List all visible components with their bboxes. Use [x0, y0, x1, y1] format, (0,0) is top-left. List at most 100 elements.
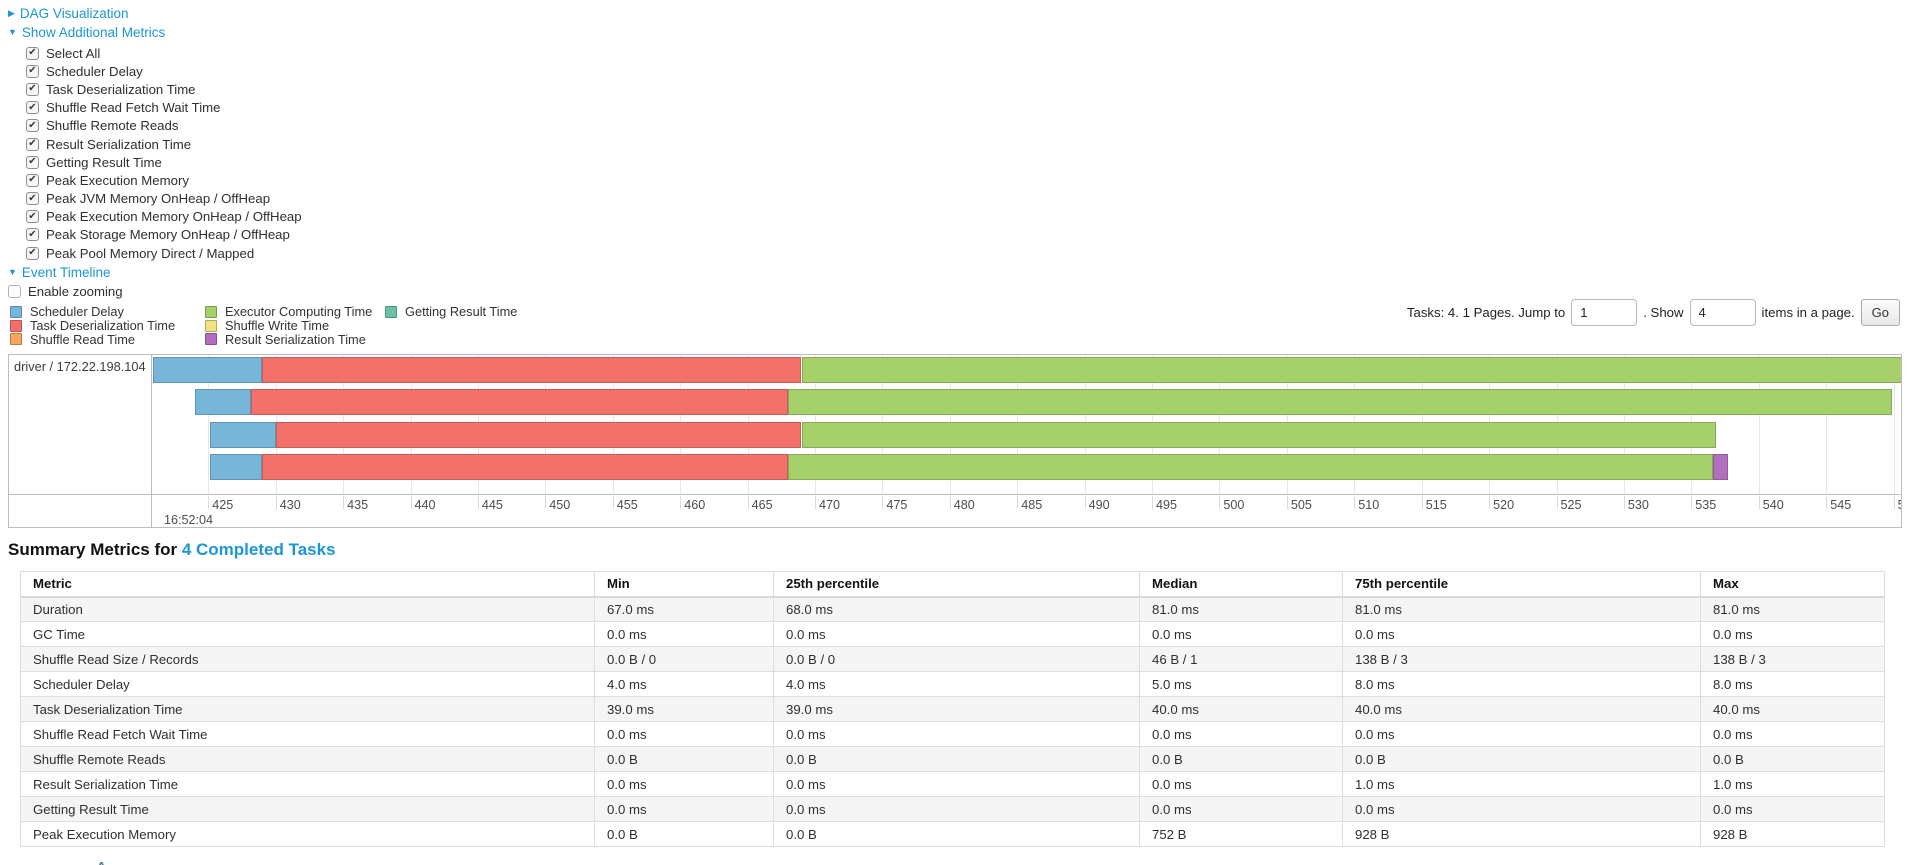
legend-label: Getting Result Time: [405, 304, 518, 320]
timeline-segment-executor_computing[interactable]: [788, 454, 1713, 480]
checkbox-checked-icon[interactable]: ✔: [26, 101, 39, 115]
metric-value-cell: 1.0 ms: [1342, 771, 1701, 797]
metric-value-cell: 0.0 ms: [1342, 621, 1701, 647]
metric-value-cell: 0.0 ms: [594, 796, 774, 822]
checkbox-checked-icon[interactable]: ✔: [26, 119, 39, 133]
legend-item-result_serialization: Result Serialization Time: [205, 332, 385, 347]
timeline-segment-scheduler_delay[interactable]: [209, 422, 276, 448]
metric-value-cell: 0.0 B / 0: [594, 646, 774, 672]
timeline-segment-executor_computing[interactable]: [801, 357, 1901, 383]
show-additional-metrics-toggle[interactable]: ▼ Show Additional Metrics: [8, 23, 302, 42]
metric-checkbox-result-serialization-time[interactable]: ✔ Result Serialization Time: [26, 135, 302, 153]
metric-checkbox-select-all[interactable]: ✔ Select All: [26, 44, 302, 62]
timeline-segment-task_deserialization[interactable]: [275, 422, 802, 448]
axis-tick: [477, 496, 479, 509]
metric-value-cell: 46 B / 1: [1139, 646, 1343, 672]
timeline-segment-task_deserialization[interactable]: [262, 454, 788, 480]
checkbox-checked-icon[interactable]: ✔: [26, 228, 39, 242]
metric-value-cell: 0.0 ms: [1700, 721, 1885, 747]
stage-controls-section: ▶ DAG Visualization ▼ Show Additional Me…: [8, 4, 302, 301]
metric-checkbox-getting-result-time[interactable]: ✔ Getting Result Time: [26, 153, 302, 171]
axis-tick: [1017, 496, 1019, 509]
chevron-right-icon: ▶: [8, 8, 15, 18]
enable-zooming-checkbox[interactable]: ✔ Enable zooming: [8, 282, 302, 301]
event-timeline-link[interactable]: Event Timeline: [21, 265, 111, 281]
axis-tick-label: 550: [1898, 498, 1901, 512]
checkbox-checked-icon[interactable]: ✔: [26, 192, 39, 206]
task-timeline-bar-1: [153, 357, 1901, 383]
timeline-segment-executor_computing[interactable]: [801, 422, 1716, 448]
column-header-75th-percentile: 75th percentile: [1342, 571, 1701, 598]
checkbox-checked-icon[interactable]: ✔: [26, 210, 39, 224]
metric-checkbox-task-deserialization-time[interactable]: ✔ Task Deserialization Time: [26, 80, 302, 98]
timeline-segment-scheduler_delay[interactable]: [194, 389, 252, 415]
axis-tick-label: 430: [279, 498, 301, 512]
metric-value-cell: 138 B / 3: [1700, 646, 1885, 672]
metric-value-cell: 928 B: [1342, 821, 1701, 847]
metric-checkbox-peak-execution-memory[interactable]: ✔ Peak Execution Memory: [26, 171, 302, 189]
timeline-segment-executor_computing[interactable]: [788, 389, 1893, 415]
axis-tick: [1556, 496, 1558, 509]
metric-value-cell: 0.0 B: [1342, 746, 1701, 772]
timeline-segment-task_deserialization[interactable]: [251, 389, 788, 415]
executor-label: driver / 172.22.198.104: [14, 359, 146, 374]
metric-name-cell: Shuffle Read Size / Records: [20, 646, 595, 672]
completed-tasks-link[interactable]: 4 Completed Tasks: [181, 540, 336, 559]
timeline-segment-result_serialization[interactable]: [1712, 454, 1728, 480]
metric-value-cell: 0.0 ms: [1342, 796, 1701, 822]
checkbox-checked-icon[interactable]: ✔: [26, 173, 39, 187]
metric-checkbox-shuffle-remote-reads[interactable]: ✔ Shuffle Remote Reads: [26, 117, 302, 135]
metric-checkbox-peak-execution-memory-onheap-offheap[interactable]: ✔ Peak Execution Memory OnHeap / OffHeap: [26, 208, 302, 226]
checkbox-checked-icon[interactable]: ✔: [26, 82, 39, 96]
dag-visualization-link[interactable]: DAG Visualization: [19, 6, 129, 21]
pagination-prefix: Tasks: 4. 1 Pages. Jump to: [1406, 305, 1566, 320]
axis-tick: [1354, 496, 1356, 509]
metric-checkbox-shuffle-read-fetch-wait-time[interactable]: ✔ Shuffle Read Fetch Wait Time: [26, 99, 302, 117]
metric-value-cell: 39.0 ms: [773, 696, 1140, 722]
timeline-segment-task_deserialization[interactable]: [262, 357, 802, 383]
table-header-row: Metric Min 25th percentile Median 75th perce…: [20, 571, 1885, 598]
axis-tick: [747, 496, 749, 509]
show-additional-metrics-link[interactable]: Show Additional Metrics: [21, 25, 166, 40]
checkbox-label: Shuffle Read Fetch Wait Time: [46, 100, 221, 116]
table-row: Shuffle Remote Reads 0.0 B 0.0 B 0.0 B 0.0 B…: [20, 746, 1885, 772]
dag-visualization-toggle[interactable]: ▶ DAG Visualization: [8, 4, 302, 23]
task-timeline-bar-2: [153, 389, 1901, 415]
checkbox-checked-icon[interactable]: ✔: [26, 46, 39, 60]
axis-tick: [1286, 496, 1288, 509]
legend-label: Shuffle Write Time: [225, 318, 330, 334]
metric-checkbox-peak-jvm-memory-onheap-offheap[interactable]: ✔ Peak JVM Memory OnHeap / OffHeap: [26, 190, 302, 208]
metric-value-cell: 0.0 ms: [1139, 621, 1343, 647]
checkbox-checked-icon[interactable]: ✔: [26, 246, 39, 260]
checkbox-unchecked-icon[interactable]: ✔: [8, 285, 21, 299]
items-per-page-input[interactable]: [1689, 299, 1756, 326]
metric-value-cell: 40.0 ms: [1139, 696, 1343, 722]
checkbox-label: Peak Pool Memory Direct / Mapped: [46, 245, 255, 261]
metric-checkbox-peak-pool-memory-direct-mapped[interactable]: ✔ Peak Pool Memory Direct / Mapped: [26, 244, 302, 262]
shuffle_write-color-chip: [205, 319, 217, 332]
event-timeline-toggle[interactable]: ▼ Event Timeline: [8, 263, 302, 282]
checkbox-checked-icon[interactable]: ✔: [26, 64, 39, 78]
timeline-segment-scheduler_delay[interactable]: [153, 357, 263, 383]
timeline-segment-scheduler_delay[interactable]: [209, 454, 263, 480]
metric-value-cell: 0.0 ms: [1139, 796, 1343, 822]
axis-tick: [612, 496, 614, 509]
metric-name-cell: GC Time: [20, 621, 595, 647]
axis-tick: [343, 496, 345, 509]
event-timeline-chart: driver / 172.22.198.104 425 430 435 440 445 4…: [8, 354, 1902, 528]
checkbox-label: Task Deserialization Time: [46, 81, 196, 97]
metric-value-cell: 81.0 ms: [1139, 596, 1343, 622]
pagination-suffix: items in a page.: [1761, 305, 1855, 320]
axis-tick-label: 450: [549, 498, 571, 512]
go-button[interactable]: Go: [1860, 299, 1900, 326]
checkbox-checked-icon[interactable]: ✔: [26, 137, 39, 151]
jump-to-page-input[interactable]: [1571, 299, 1638, 326]
metric-checkbox-peak-storage-memory-onheap-offheap[interactable]: ✔ Peak Storage Memory OnHeap / OffHeap: [26, 226, 302, 244]
metric-value-cell: 0.0 ms: [594, 621, 774, 647]
metric-checkbox-scheduler-delay[interactable]: ✔ Scheduler Delay: [26, 62, 302, 80]
axis-tick-label: 445: [481, 498, 503, 512]
legend-label: Shuffle Read Time: [30, 332, 136, 347]
metric-value-cell: 0.0 ms: [773, 721, 1140, 747]
metric-value-cell: 8.0 ms: [1342, 671, 1701, 697]
checkbox-checked-icon[interactable]: ✔: [26, 155, 39, 169]
